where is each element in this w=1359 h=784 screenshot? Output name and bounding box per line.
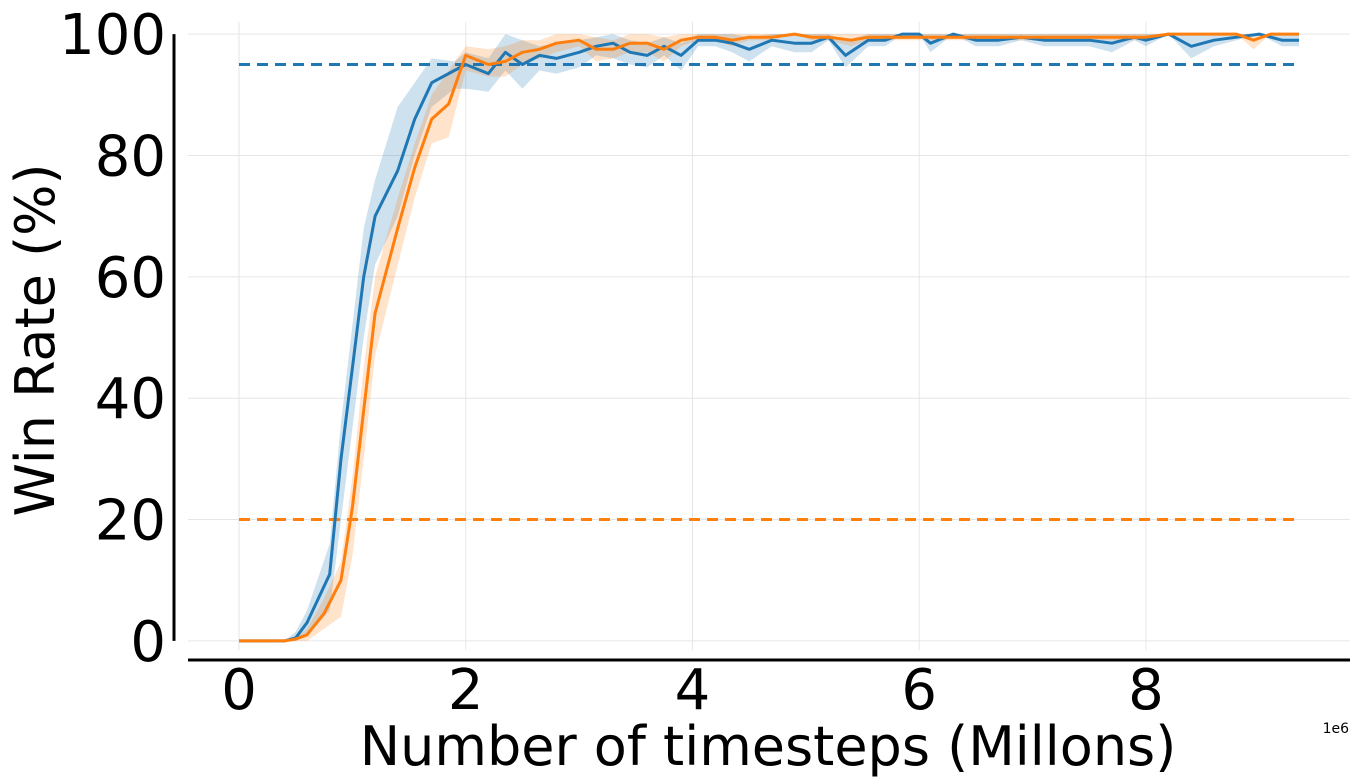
series-1-line: [239, 32, 1299, 643]
x-tick-label: 0: [221, 658, 257, 723]
x-tick-label: 2: [448, 658, 484, 723]
confidence-bands: [239, 34, 1299, 641]
series-lines: [239, 32, 1299, 643]
y-tick-label: 20: [95, 489, 166, 554]
series-1-band: [239, 34, 1299, 641]
y-tick-label: 60: [95, 246, 166, 311]
x-tick-label: 6: [901, 658, 937, 723]
x-tick-label: 4: [675, 658, 711, 723]
reference-lines: [239, 62, 1299, 522]
y-tick-label: 0: [130, 610, 166, 675]
axes: [172, 34, 1350, 662]
x-tick-label: 8: [1128, 658, 1164, 723]
y-tick-label: 40: [95, 367, 166, 432]
y-tick-label: 100: [59, 3, 166, 68]
y-tick-label: 80: [95, 124, 166, 189]
x-axis-title: Number of timesteps (Millons): [360, 715, 1177, 778]
grid-layer: [188, 22, 1350, 650]
y-axis-title: Win Rate (%): [4, 163, 67, 516]
series-2-line: [239, 32, 1299, 643]
series-2-band: [239, 34, 1299, 641]
x-axis-offset-label: 1e6: [1323, 721, 1350, 737]
